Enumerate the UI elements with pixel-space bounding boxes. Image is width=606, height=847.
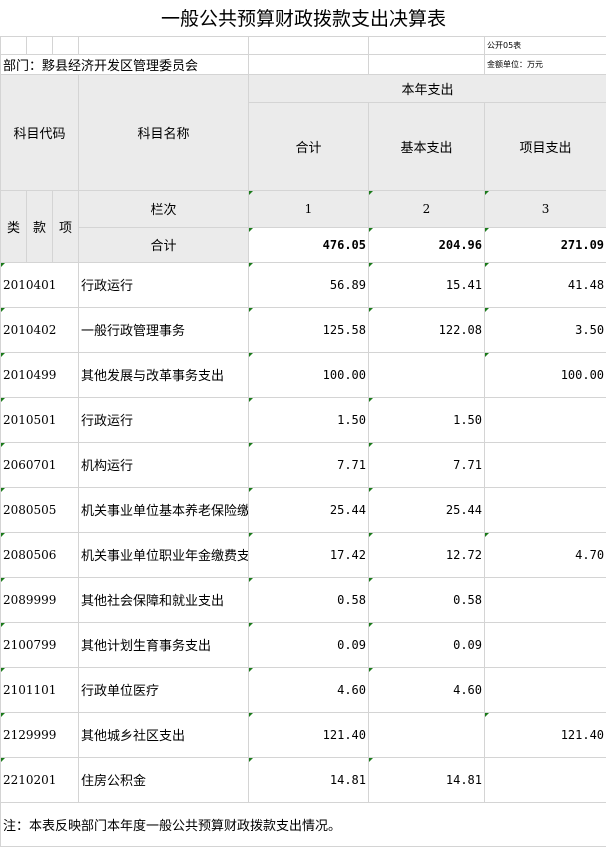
- basic-value: [369, 352, 485, 397]
- subject-name: 机关事业单位职业年金缴费支出: [79, 532, 249, 577]
- total-value: 0.58: [249, 577, 369, 622]
- project-value: 41.48: [485, 262, 606, 307]
- total-value: 0.09: [249, 622, 369, 667]
- total-value: 17.42: [249, 532, 369, 577]
- subject-name-header: 科目名称: [79, 74, 249, 190]
- subject-code: 2129999: [1, 712, 79, 757]
- column-no-1: 1: [249, 190, 369, 227]
- sum-basic: 204.96: [369, 227, 485, 262]
- total-value: 125.58: [249, 307, 369, 352]
- column-no-2: 2: [369, 190, 485, 227]
- subject-name: 机关事业单位基本养老保险缴费: [79, 487, 249, 532]
- subject-name: 其他计划生育事务支出: [79, 622, 249, 667]
- project-value: [485, 577, 606, 622]
- total-value: 7.71: [249, 442, 369, 487]
- project-value: 100.00: [485, 352, 606, 397]
- xiang-header: 项: [53, 190, 79, 262]
- total-value: 4.60: [249, 667, 369, 712]
- basic-value: 15.41: [369, 262, 485, 307]
- subject-code: 2100799: [1, 622, 79, 667]
- project-value: 121.40: [485, 712, 606, 757]
- basic-value: 0.58: [369, 577, 485, 622]
- form-number: 公开05表: [485, 36, 606, 54]
- current-year-header: 本年支出: [249, 74, 606, 102]
- subject-name: 行政运行: [79, 397, 249, 442]
- subject-code: 2080506: [1, 532, 79, 577]
- project-value: [485, 487, 606, 532]
- basic-header: 基本支出: [369, 102, 485, 190]
- unit-label: 金额单位：万元: [485, 54, 606, 74]
- total-value: 1.50: [249, 397, 369, 442]
- basic-value: 4.60: [369, 667, 485, 712]
- project-value: [485, 622, 606, 667]
- subject-code: 2089999: [1, 577, 79, 622]
- basic-value: 1.50: [369, 397, 485, 442]
- sum-total: 476.05: [249, 227, 369, 262]
- project-value: 3.50: [485, 307, 606, 352]
- basic-value: 25.44: [369, 487, 485, 532]
- subject-name: 其他社会保障和就业支出: [79, 577, 249, 622]
- column-no-3: 3: [485, 190, 606, 227]
- total-value: 14.81: [249, 757, 369, 802]
- subject-code: 2010401: [1, 262, 79, 307]
- lei-header: 类: [1, 190, 27, 262]
- column-no-label: 栏次: [79, 190, 249, 227]
- subject-code: 2210201: [1, 757, 79, 802]
- project-value: [485, 667, 606, 712]
- total-header: 合计: [249, 102, 369, 190]
- total-value: 121.40: [249, 712, 369, 757]
- subject-name: 行政单位医疗: [79, 667, 249, 712]
- project-value: [485, 397, 606, 442]
- sum-label: 合计: [79, 227, 249, 262]
- page-title: 一般公共预算财政拨款支出决算表: [1, 0, 606, 36]
- subject-code: 2010501: [1, 397, 79, 442]
- subject-name: 一般行政管理事务: [79, 307, 249, 352]
- subject-name: 行政运行: [79, 262, 249, 307]
- department-label: 部门：黟县经济开发区管理委员会: [1, 54, 249, 74]
- basic-value: 14.81: [369, 757, 485, 802]
- subject-name: 其他城乡社区支出: [79, 712, 249, 757]
- sum-project: 271.09: [485, 227, 606, 262]
- subject-name: 其他发展与改革事务支出: [79, 352, 249, 397]
- subject-name: 住房公积金: [79, 757, 249, 802]
- project-value: 4.70: [485, 532, 606, 577]
- subject-code-header: 科目代码: [1, 74, 79, 190]
- basic-value: 122.08: [369, 307, 485, 352]
- basic-value: 12.72: [369, 532, 485, 577]
- subject-code: 2080505: [1, 487, 79, 532]
- basic-value: 7.71: [369, 442, 485, 487]
- subject-code: 2101101: [1, 667, 79, 712]
- subject-code: 2010402: [1, 307, 79, 352]
- total-value: 56.89: [249, 262, 369, 307]
- basic-value: [369, 712, 485, 757]
- total-value: 25.44: [249, 487, 369, 532]
- subject-name: 机构运行: [79, 442, 249, 487]
- subject-code: 2010499: [1, 352, 79, 397]
- project-value: [485, 757, 606, 802]
- kuan-header: 款: [27, 190, 53, 262]
- footnote: 注：本表反映部门本年度一般公共预算财政拨款支出情况。: [1, 802, 606, 846]
- total-value: 100.00: [249, 352, 369, 397]
- subject-code: 2060701: [1, 442, 79, 487]
- project-header: 项目支出: [485, 102, 606, 190]
- basic-value: 0.09: [369, 622, 485, 667]
- project-value: [485, 442, 606, 487]
